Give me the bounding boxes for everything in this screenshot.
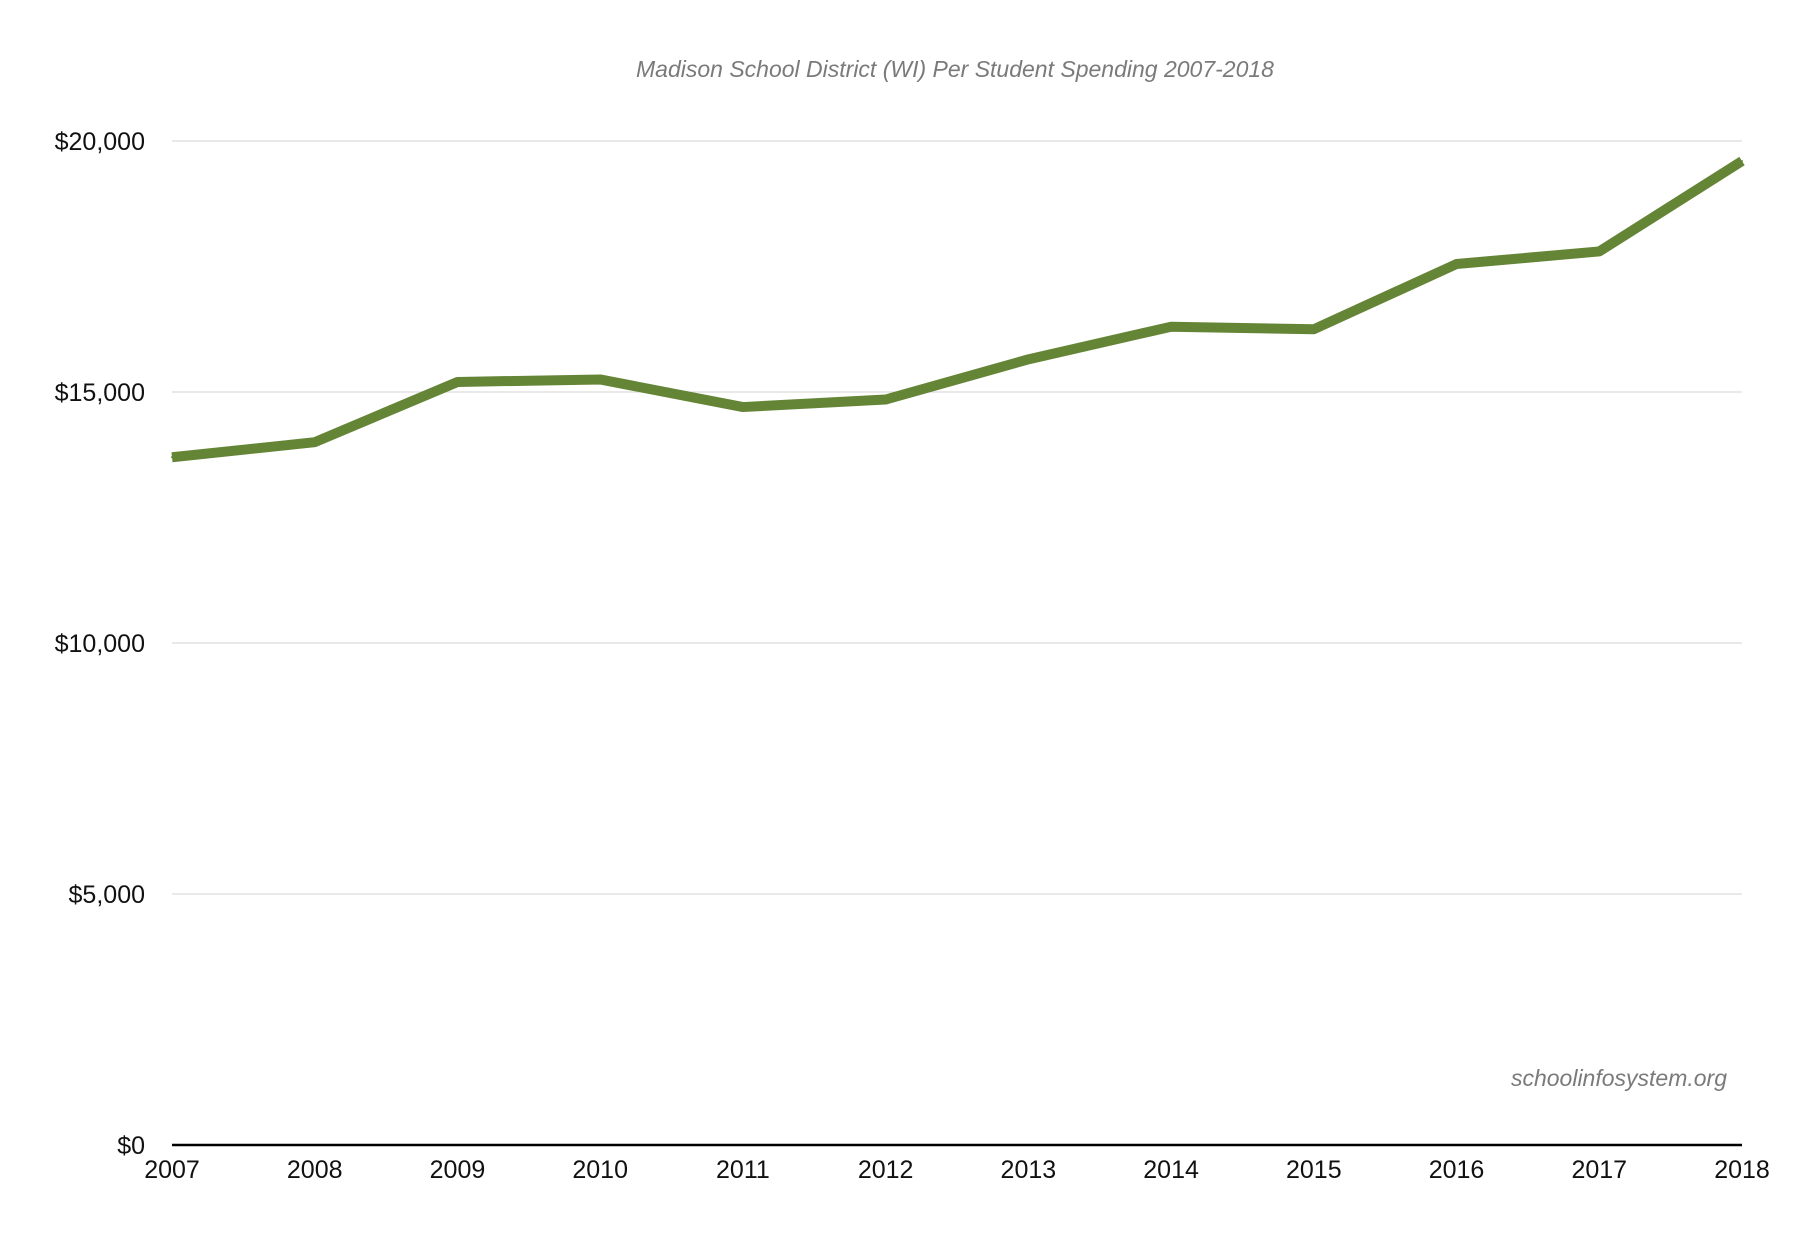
y-tick-label: $20,000	[55, 128, 145, 156]
data-point	[599, 378, 602, 381]
y-tick-label: $10,000	[55, 630, 145, 658]
gridlines	[172, 140, 1742, 895]
data-point	[1027, 358, 1030, 361]
chart-title: Madison School District (WI) Per Student…	[636, 56, 1274, 82]
x-axis: 2007 2008 2009 2010 2011 2012 2013 2014 2015 2016…	[144, 1143, 1770, 1184]
data-point	[313, 441, 316, 444]
data-point	[1741, 160, 1743, 163]
series-line	[171, 156, 1745, 463]
data-point	[171, 456, 173, 459]
x-tick-label: 2017	[1571, 1156, 1627, 1184]
x-tick-label: 2016	[1429, 1156, 1485, 1184]
data-point	[1455, 262, 1458, 265]
x-tick-label: 2009	[430, 1156, 486, 1184]
x-tick-label: 2018	[1714, 1156, 1770, 1184]
y-tick-label: $5,000	[69, 881, 145, 909]
source-watermark: schoolinfosystem.org	[1511, 1065, 1727, 1091]
x-tick-label: 2012	[858, 1156, 914, 1184]
x-tick-label: 2014	[1143, 1156, 1199, 1184]
x-tick-label: 2015	[1286, 1156, 1342, 1184]
data-point	[1598, 250, 1601, 253]
x-tick-label: 2008	[287, 1156, 343, 1184]
y-tick-label: $0	[117, 1132, 145, 1160]
x-tick-label: 2013	[1001, 1156, 1057, 1184]
x-tick-label: 2011	[716, 1156, 770, 1184]
y-axis: $0 $5,000 $10,000 $15,000 $20,000	[55, 128, 145, 1160]
data-point	[884, 398, 887, 401]
y-tick-label: $15,000	[55, 379, 145, 407]
data-point	[456, 380, 459, 383]
data-point	[741, 406, 744, 409]
data-point	[1312, 328, 1315, 331]
series-layer	[171, 156, 1745, 463]
x-tick-label: 2007	[144, 1156, 200, 1184]
x-tick-label: 2010	[572, 1156, 628, 1184]
data-point	[1170, 325, 1173, 328]
